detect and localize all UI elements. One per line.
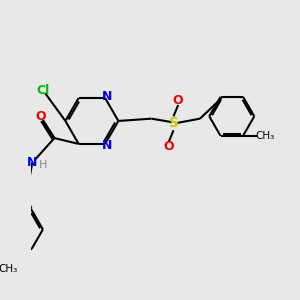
Text: O: O bbox=[164, 140, 174, 153]
Text: CH₃: CH₃ bbox=[0, 264, 18, 274]
Text: CH₃: CH₃ bbox=[256, 131, 275, 141]
Text: O: O bbox=[173, 94, 184, 107]
Text: S: S bbox=[169, 116, 178, 130]
Text: N: N bbox=[102, 139, 112, 152]
Text: O: O bbox=[35, 110, 46, 122]
Text: Cl: Cl bbox=[36, 85, 50, 98]
Text: N: N bbox=[102, 90, 112, 103]
Text: H: H bbox=[39, 160, 47, 170]
Text: N: N bbox=[27, 156, 38, 169]
